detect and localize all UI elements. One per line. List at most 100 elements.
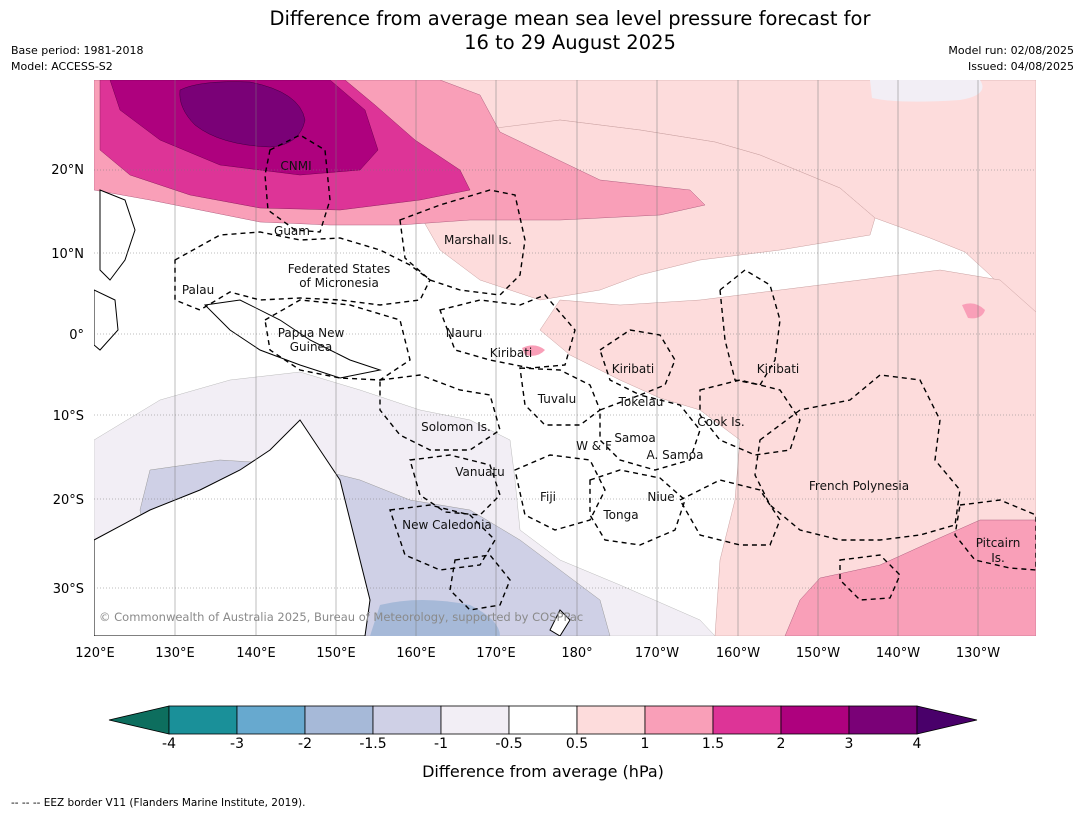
colorbar-swatch: [644, 705, 714, 735]
eez-micronesia: [174, 231, 431, 311]
eez-tokelau-samoa: [599, 394, 701, 471]
chart-title: Difference from average mean sea level p…: [0, 7, 1085, 55]
colorbar-swatch: [712, 705, 782, 735]
anomaly-1-to-1.5-kiribati: [522, 345, 545, 356]
place-tokelau: Tokelau: [618, 395, 664, 409]
place-american-samoa: A. Samoa: [647, 448, 704, 462]
eez-french-polynesia: [754, 374, 961, 541]
eez-norfolk: [449, 554, 511, 611]
place-labels: CNMI Guam Marshall Is. Federated States …: [182, 159, 1020, 565]
eez-pitcairn: [954, 499, 1036, 571]
eez-png: [264, 299, 411, 381]
graticule: [94, 80, 1036, 636]
anomaly-1-to-1.5-south: [784, 519, 1036, 636]
eez-vanuatu: [409, 454, 501, 516]
place-cook: Cook Is.: [697, 415, 744, 429]
eez-south-east: [839, 554, 901, 601]
colorbar-tick-label: 4: [912, 736, 922, 752]
lon-label-11: 130°W: [956, 646, 1000, 661]
model-name: Model: ACCESS-S2: [11, 60, 113, 73]
colorbar-tick-label: 0.5: [565, 736, 589, 752]
place-new-caledonia: New Caledonia: [402, 518, 492, 532]
colorbar-swatch: [440, 705, 510, 735]
eez-cook-south: [679, 479, 781, 546]
colorbar-swatch: [168, 705, 238, 735]
anomaly-1-to-1.5-patch: [962, 303, 985, 319]
lat-label-2: 0°: [69, 328, 84, 343]
lon-label-1: 130°E: [155, 646, 195, 661]
eez-fiji: [514, 454, 606, 531]
lon-label-7: 170°W: [635, 646, 679, 661]
longitude-labels: 120°E 130°E 140°E 150°E 160°E 170°E 180°…: [75, 646, 1000, 661]
colorbar-tick-label: 2: [776, 736, 786, 752]
colorbar-swatch: [508, 705, 578, 735]
title-line-2: 16 to 29 August 2025: [464, 31, 676, 54]
issued-date: Issued: 04/08/2025: [967, 60, 1074, 73]
landmass-outlines: [94, 189, 571, 636]
place-wallis-futuna: W & F: [576, 439, 612, 453]
colorbar-swatch: [236, 705, 306, 735]
place-niue: Niue: [647, 490, 674, 504]
colorbar-tick-label: 1.5: [701, 736, 725, 752]
place-fiji: Fiji: [540, 490, 556, 504]
meta-left: Base period: 1981-2018 Model: ACCESS-S2: [11, 43, 143, 75]
colorbar-swatch: [780, 705, 850, 735]
place-vanuatu: Vanuatu: [455, 465, 505, 479]
eez-kiribati-phoenix: [599, 329, 676, 396]
lat-label-5: 30°S: [53, 582, 84, 597]
place-french-polynesia: French Polynesia: [809, 479, 909, 493]
lat-label-0: 20°N: [51, 163, 84, 178]
place-cnmi: CNMI: [280, 159, 311, 173]
colorbar: [108, 705, 978, 735]
colorbar-swatch: [848, 705, 918, 735]
lat-label-3: 10°S: [53, 409, 84, 424]
colorbar-title: Difference from average (hPa): [422, 762, 664, 781]
lon-label-4: 160°E: [396, 646, 436, 661]
place-kiribati-gilbert: Kiribati: [490, 346, 532, 360]
place-pitcairn-1: Pitcairn: [976, 536, 1021, 550]
eez-marshall: [399, 189, 526, 296]
copyright-notice: © Commonwealth of Australia 2025, Bureau…: [99, 610, 584, 624]
lon-label-10: 140°W: [876, 646, 920, 661]
colorbar-tick-label: -2: [298, 736, 312, 752]
colorbar-tick-label: -3: [230, 736, 244, 752]
eez-cook: [699, 379, 801, 456]
place-tonga: Tonga: [602, 508, 638, 522]
place-nauru: Nauru: [446, 326, 482, 340]
colorbar-extend-low: [108, 705, 170, 735]
anomaly-0.5-to-1-south: [539, 269, 1036, 636]
eez-borders: [174, 134, 1036, 611]
colorbar-swatch: [372, 705, 442, 735]
latitude-labels: 20°N 10°N 0° 10°S 20°S 30°S: [51, 163, 84, 597]
place-solomon: Solomon Is.: [421, 420, 491, 434]
eez-nauru-kiribati: [439, 294, 576, 369]
anomaly-neg-0.5-north: [870, 80, 983, 102]
anomaly-neg-1.5-to-neg-2: [370, 600, 500, 636]
place-samoa: Samoa: [614, 431, 655, 445]
colorbar-tick-label: -4: [162, 736, 176, 752]
eez-new-caledonia: [389, 504, 496, 571]
place-palau: Palau: [182, 283, 214, 297]
lon-label-6: 180°: [561, 646, 592, 661]
eez-cnmi: [264, 134, 331, 233]
lon-label-0: 120°E: [75, 646, 115, 661]
place-kiribati-line: Kiribati: [757, 362, 799, 376]
eez-kiribati-line: [719, 269, 781, 386]
lon-label-8: 160°W: [716, 646, 760, 661]
eez-footnote: -- -- -- EEZ border V11 (Flanders Marine…: [11, 797, 306, 809]
australia-outline: [94, 419, 371, 636]
philippines-outline: [99, 189, 136, 281]
colorbar-tick-label: -1.5: [359, 736, 387, 752]
base-period: Base period: 1981-2018: [11, 44, 144, 57]
lon-label-9: 150°W: [796, 646, 840, 661]
place-kiribati-phoenix: Kiribati: [612, 362, 654, 376]
eez-tonga-niue: [589, 469, 686, 546]
place-png-1: Papua New: [278, 326, 345, 340]
place-png-2: Guinea: [290, 340, 333, 354]
borneo-outline: [94, 289, 119, 351]
lon-label-3: 150°E: [316, 646, 356, 661]
eez-tuvalu: [519, 367, 601, 426]
lat-label-4: 20°S: [53, 493, 84, 508]
colorbar-extend-high: [916, 705, 978, 735]
